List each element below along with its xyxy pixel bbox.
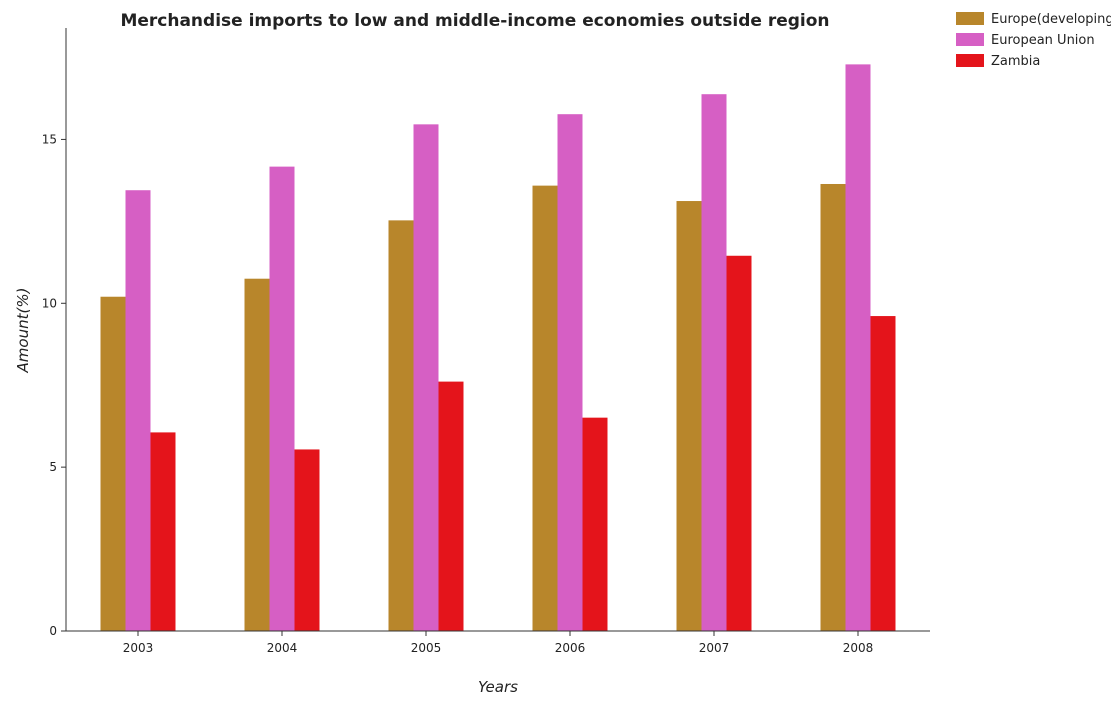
bar-european-union-2005 [413,124,439,632]
bar-european-union-2006 [557,114,583,631]
bar-europe-developing-only-2006 [532,185,558,631]
bar-europe-developing-only-2008 [820,183,846,632]
x-tick-label: 2005 [411,641,442,655]
bar-zambia-2006 [582,417,608,631]
x-tick-label: 2003 [123,641,154,655]
bar-europe-developing-only-2003 [100,296,126,631]
bar-zambia-2004 [294,449,320,631]
bar-zambia-2003 [150,432,176,631]
legend-label: European Union [991,33,1095,48]
legend-swatch [956,12,984,25]
y-axis-ticks: 0 5 10 15 [42,132,66,638]
legend-label: Europe(developing only) [991,12,1111,27]
x-tick-label: 2007 [699,641,730,655]
x-axis-ticks: 2003 2004 2005 2006 2007 2008 [123,631,874,655]
x-tick-label: 2004 [267,641,298,655]
bar-european-union-2003 [125,190,151,632]
y-axis-title: Amount(%) [14,288,32,374]
bar-zambia-2007 [726,255,752,631]
bar-europe-developing-only-2007 [676,201,702,631]
y-tick-label: 10 [42,296,57,310]
x-tick-label: 2006 [555,641,586,655]
plot-area [100,64,896,632]
x-axis-title: Years [478,678,518,696]
bar-european-union-2004 [269,166,295,631]
legend: Europe(developing only) European Union Zam… [956,12,1111,69]
y-tick-label: 0 [49,624,57,638]
y-tick-label: 15 [42,132,57,146]
x-tick-label: 2008 [843,641,874,655]
bar-zambia-2008 [870,316,896,631]
bar-european-union-2008 [845,64,871,631]
bar-zambia-2005 [438,381,464,631]
chart-title: Merchandise imports to low and middle-in… [120,11,829,31]
bar-europe-developing-only-2004 [244,278,270,631]
legend-label: Zambia [991,54,1040,69]
legend-swatch [956,54,984,67]
y-tick-label: 5 [49,460,57,474]
bar-europe-developing-only-2005 [388,220,414,631]
legend-swatch [956,33,984,46]
bar-european-union-2007 [701,94,727,631]
